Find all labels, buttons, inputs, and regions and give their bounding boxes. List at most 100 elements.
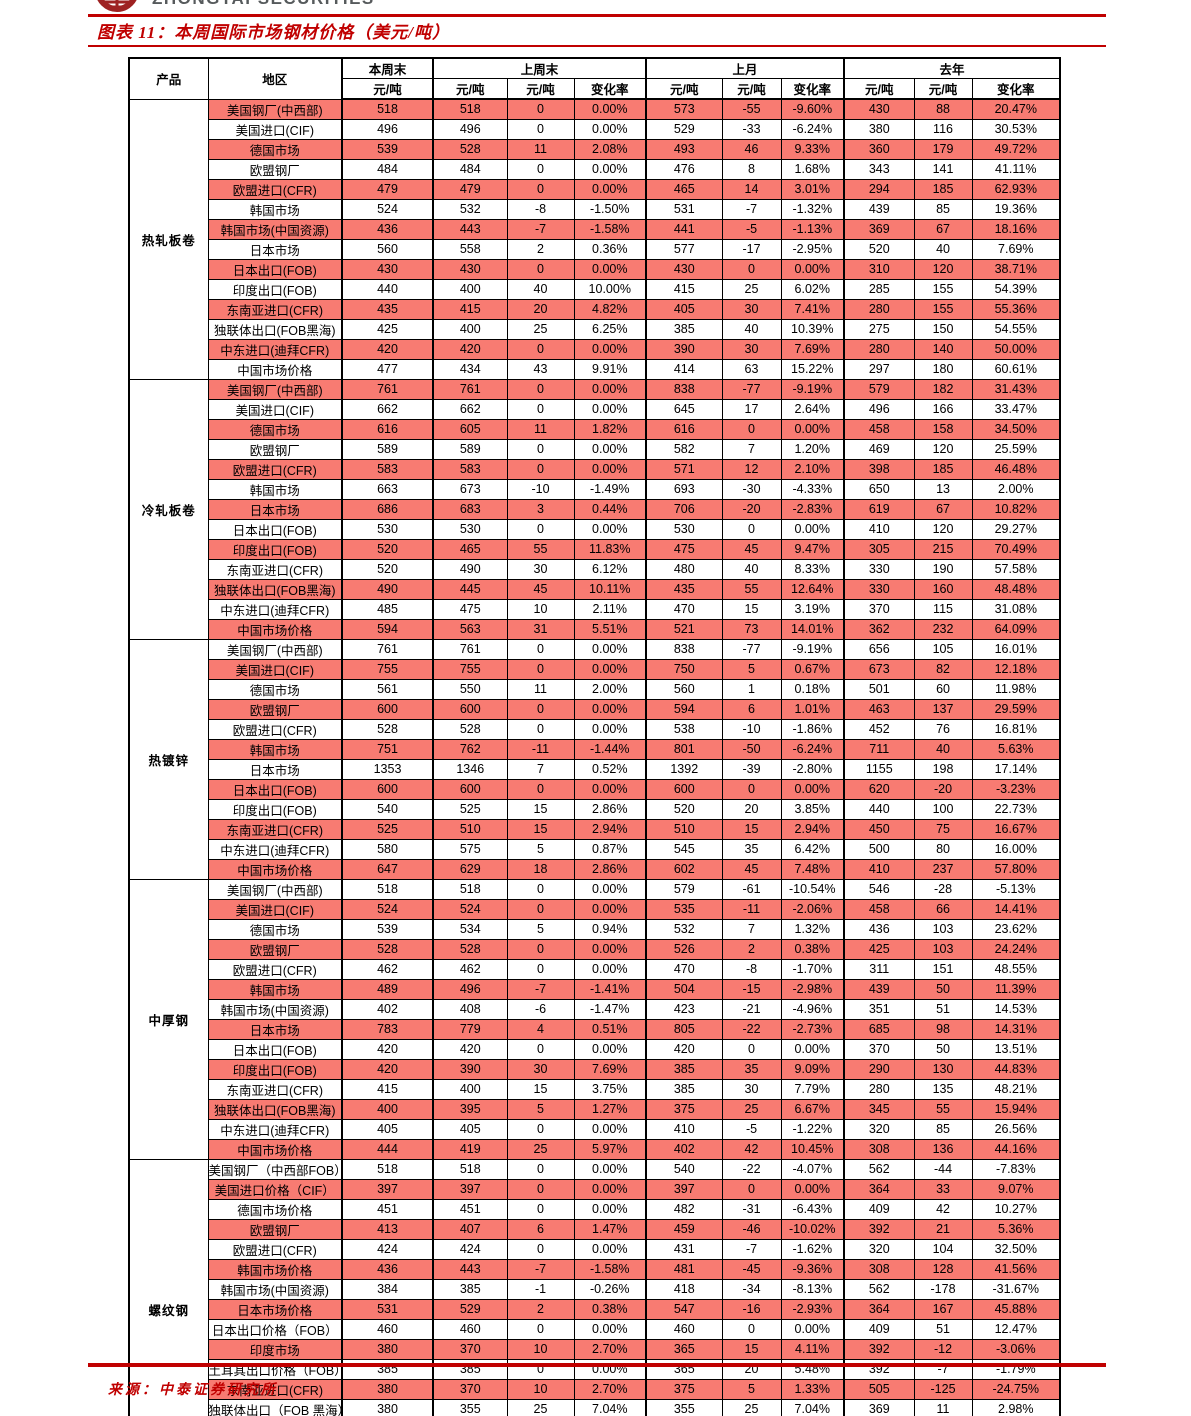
value-cell: 0.00%: [573, 258, 647, 280]
value-cell: 50: [913, 978, 973, 1000]
value-cell: 9.07%: [971, 1178, 1061, 1200]
value-cell: 16.01%: [971, 638, 1061, 660]
region-cell: 美国钢厂(中西部): [207, 98, 343, 120]
value-cell: 0.00%: [573, 378, 647, 400]
value-cell: -34: [721, 1278, 782, 1300]
value-cell: 7: [721, 438, 782, 460]
region-cell: 美国进口(CIF): [207, 118, 343, 140]
value-cell: 443: [432, 218, 508, 240]
value-cell: 838: [645, 378, 723, 400]
value-cell: 673: [843, 658, 915, 680]
value-cell: 136: [913, 1138, 973, 1160]
header-unit: 元/吨: [341, 78, 434, 100]
region-cell: 美国进口(CIF): [207, 898, 343, 920]
region-cell: 美国钢厂(中西部): [207, 638, 343, 660]
value-cell: 275: [843, 318, 915, 340]
value-cell: 496: [341, 118, 434, 140]
region-cell: 东南亚进口(CFR): [207, 818, 343, 840]
region-cell: 中东进口(迪拜CFR): [207, 598, 343, 620]
zhongtai-logo-icon: [93, 0, 141, 13]
value-cell: 54.39%: [971, 278, 1061, 300]
table-row: 日本出口(FOB) 530 530 0 0.00% 530 0 0.00% 410 120 29.2…: [129, 518, 1061, 540]
value-cell: 443: [432, 1258, 508, 1280]
region-cell: 欧盟进口(CFR): [207, 178, 343, 200]
value-cell: 351: [843, 998, 915, 1020]
value-cell: 19.36%: [971, 198, 1061, 220]
value-cell: 0.44%: [573, 498, 647, 520]
value-cell: 31: [506, 618, 575, 640]
value-cell: 10.82%: [971, 498, 1061, 520]
value-cell: -46: [721, 1218, 782, 1240]
value-cell: 413: [341, 1218, 434, 1240]
value-cell: -2.95%: [780, 238, 845, 260]
value-cell: 619: [843, 498, 915, 520]
value-cell: 9.91%: [573, 358, 647, 380]
value-cell: 458: [843, 898, 915, 920]
value-cell: 482: [645, 1198, 723, 1220]
value-cell: 558: [432, 238, 508, 260]
value-cell: 30: [721, 1078, 782, 1100]
value-cell: 436: [341, 1258, 434, 1280]
table-row: 日本市场 686 683 3 0.44% 706 -20 -2.83% 619 67 10.82%: [129, 498, 1061, 520]
value-cell: 67: [913, 498, 973, 520]
value-cell: 480: [645, 558, 723, 580]
value-cell: 151: [913, 958, 973, 980]
table-row: 欧盟进口(CFR) 583 583 0 0.00% 571 12 2.10% 398 185 46.…: [129, 458, 1061, 480]
value-cell: 20: [721, 1358, 782, 1380]
value-cell: 1155: [843, 758, 915, 780]
value-cell: 120: [913, 438, 973, 460]
table-row: 东南亚进口(CFR) 520 490 30 6.12% 480 40 8.33% 330 190 5…: [129, 558, 1061, 580]
value-cell: 66: [913, 898, 973, 920]
value-cell: -10: [506, 478, 575, 500]
value-cell: 2.94%: [780, 818, 845, 840]
value-cell: 475: [645, 538, 723, 560]
value-cell: 520: [843, 238, 915, 260]
value-cell: 15: [506, 1078, 575, 1100]
value-cell: 582: [645, 438, 723, 460]
value-cell: -55: [721, 98, 782, 120]
value-cell: 539: [341, 138, 434, 160]
value-cell: 801: [645, 738, 723, 760]
value-cell: 589: [432, 438, 508, 460]
value-cell: 430: [432, 258, 508, 280]
value-cell: 158: [913, 418, 973, 440]
value-cell: 415: [341, 1078, 434, 1100]
value-cell: 29.27%: [971, 518, 1061, 540]
value-cell: 4.11%: [780, 1338, 845, 1360]
table-row: 美国进口(CIF) 662 662 0 0.00% 645 17 2.64% 496 166 33.…: [129, 398, 1061, 420]
value-cell: 534: [432, 918, 508, 940]
title-divider: [88, 45, 1106, 47]
value-cell: 12.18%: [971, 658, 1061, 680]
value-cell: 385: [645, 1078, 723, 1100]
value-cell: 485: [341, 598, 434, 620]
table-row: 欧盟钢厂 600 600 0 0.00% 594 6 1.01% 463 137 29.59%: [129, 698, 1061, 720]
value-cell: 418: [645, 1278, 723, 1300]
value-cell: 100: [913, 798, 973, 820]
value-cell: 305: [843, 538, 915, 560]
value-cell: -33: [721, 118, 782, 140]
value-cell: 0: [506, 1178, 575, 1200]
value-cell: 80: [913, 838, 973, 860]
region-cell: 韩国市场价格: [207, 1258, 343, 1280]
value-cell: 82: [913, 658, 973, 680]
value-cell: 105: [913, 638, 973, 660]
value-cell: 392: [843, 1338, 915, 1360]
table-row: 日本市场价格 531 529 2 0.38% 547 -16 -2.93% 364 167 45.8…: [129, 1298, 1061, 1320]
table-row: 德国市场 539 528 11 2.08% 493 46 9.33% 360 179 49.72%: [129, 138, 1061, 160]
region-cell: 土耳其出口价格（FOB）: [207, 1358, 343, 1380]
value-cell: 402: [341, 998, 434, 1020]
region-cell: 中国市场价格: [207, 858, 343, 880]
value-cell: 60: [913, 678, 973, 700]
value-cell: 0: [721, 1178, 782, 1200]
value-cell: -10.02%: [780, 1218, 845, 1240]
value-cell: 11: [506, 678, 575, 700]
value-cell: 0: [506, 778, 575, 800]
value-cell: 25: [506, 1138, 575, 1160]
value-cell: 2: [506, 238, 575, 260]
value-cell: 0: [721, 418, 782, 440]
value-cell: 400: [432, 318, 508, 340]
value-cell: 290: [843, 1058, 915, 1080]
value-cell: 15.94%: [971, 1098, 1061, 1120]
value-cell: 539: [341, 918, 434, 940]
value-cell: 1.32%: [780, 918, 845, 940]
